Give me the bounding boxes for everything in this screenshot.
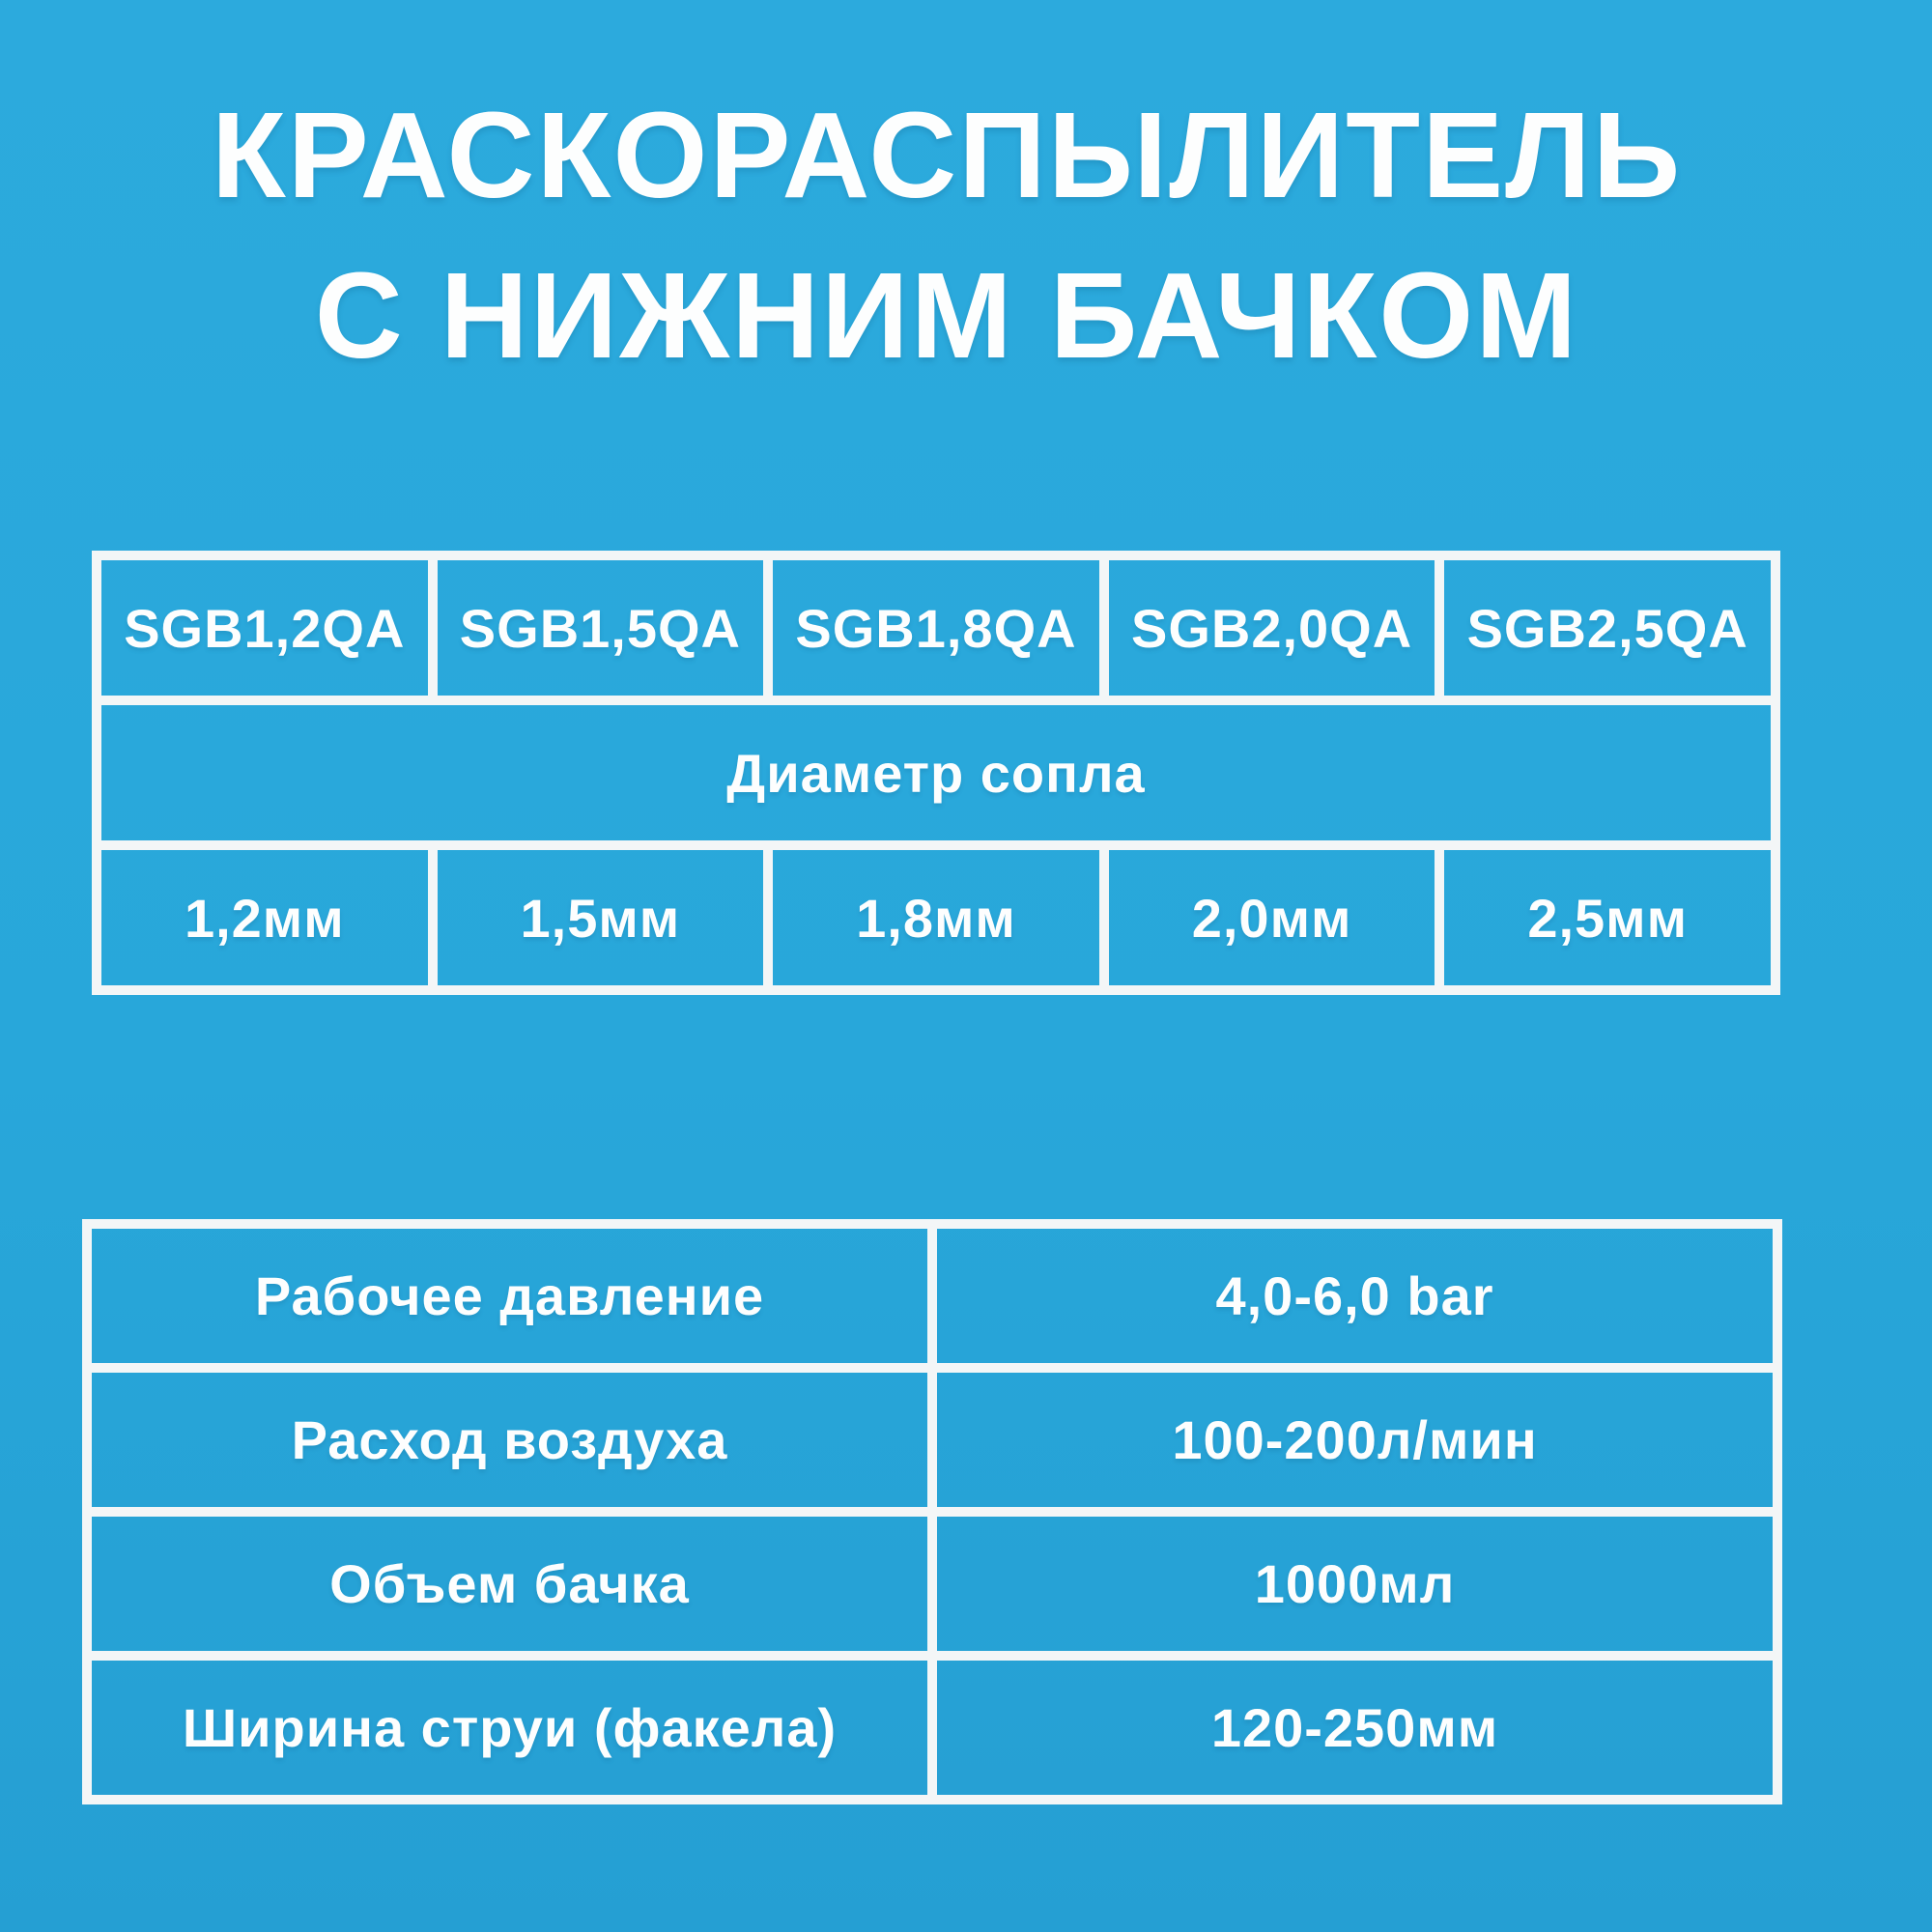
product-title-line2: С НИЖНИМ БАЧКОМ bbox=[314, 247, 1579, 384]
nozzle-diameter-header-cell: Диаметр сопла bbox=[92, 696, 1780, 850]
models-table: SGB1,2QA SGB1,5QA SGB1,8QA SGB2,0QA SGB2… bbox=[92, 551, 1780, 995]
diameter-cell: 1,2мм bbox=[92, 840, 438, 995]
spec-value-spray-width: 120-250мм bbox=[927, 1651, 1782, 1804]
model-cell: SGB2,5QA bbox=[1435, 551, 1780, 705]
diameter-cell: 2,0мм bbox=[1098, 840, 1445, 995]
spec-row: Ширина струи (факела) 120-250мм bbox=[82, 1651, 1782, 1804]
spec-label-working-pressure: Рабочее давление bbox=[82, 1219, 937, 1373]
model-cell: SGB1,8QA bbox=[763, 551, 1109, 705]
diameters-row: 1,2мм 1,5мм 1,8мм 2,0мм 2,5мм bbox=[92, 840, 1780, 995]
spec-row: Объем бачка 1000мл bbox=[82, 1507, 1782, 1661]
diameter-cell: 1,5мм bbox=[427, 840, 774, 995]
spec-value-air-consumption: 100-200л/мин bbox=[927, 1363, 1782, 1517]
model-cell: SGB1,5QA bbox=[427, 551, 774, 705]
spec-value-working-pressure: 4,0-6,0 bar bbox=[927, 1219, 1782, 1373]
models-row: SGB1,2QA SGB1,5QA SGB1,8QA SGB2,0QA SGB2… bbox=[92, 551, 1780, 705]
product-title: КРАСКОРАСПЫЛИТЕЛЬ С НИЖНИМ БАЧКОМ bbox=[0, 75, 1893, 397]
diameter-cell: 1,8мм bbox=[763, 840, 1109, 995]
model-cell: SGB1,2QA bbox=[92, 551, 438, 705]
spec-label-air-consumption: Расход воздуха bbox=[82, 1363, 937, 1517]
spec-label-tank-volume: Объем бачка bbox=[82, 1507, 937, 1661]
spec-label-spray-width: Ширина струи (факела) bbox=[82, 1651, 937, 1804]
product-title-line1: КРАСКОРАСПЫЛИТЕЛЬ bbox=[211, 87, 1683, 223]
spec-row: Расход воздуха 100-200л/мин bbox=[82, 1363, 1782, 1517]
spec-value-tank-volume: 1000мл bbox=[927, 1507, 1782, 1661]
model-cell: SGB2,0QA bbox=[1098, 551, 1445, 705]
specs-table: Рабочее давление 4,0-6,0 bar Расход возд… bbox=[82, 1219, 1782, 1804]
nozzle-diameter-header-row: Диаметр сопла bbox=[92, 696, 1780, 850]
spec-row: Рабочее давление 4,0-6,0 bar bbox=[82, 1219, 1782, 1373]
diameter-cell: 2,5мм bbox=[1435, 840, 1780, 995]
